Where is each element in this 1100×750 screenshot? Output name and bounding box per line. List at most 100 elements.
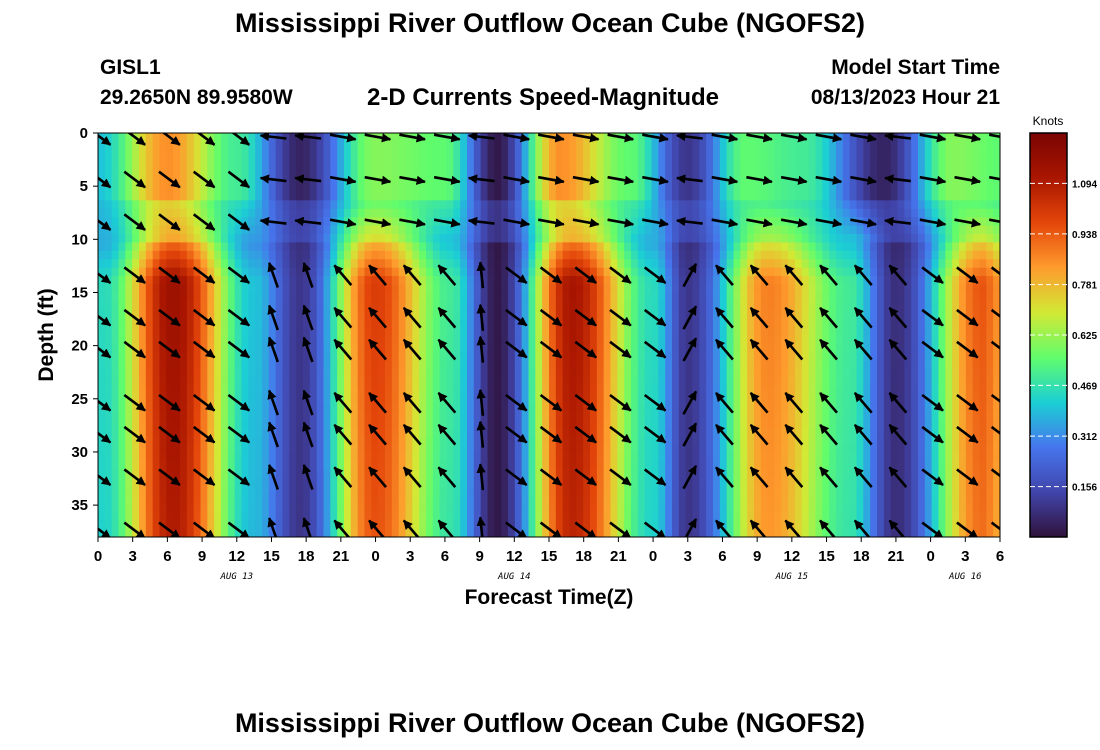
heatmap-cell: [501, 301, 509, 311]
heatmap-cell: [603, 494, 612, 504]
heatmap-cell: [398, 469, 407, 479]
heatmap-cell: [207, 503, 215, 513]
heatmap-cell: [569, 200, 577, 210]
heatmap-cell: [344, 191, 352, 201]
heatmap-cell: [419, 225, 427, 235]
heatmap-cell: [268, 444, 277, 454]
heatmap-cell: [740, 419, 748, 429]
heatmap-cell: [371, 191, 379, 201]
heatmap-cell: [644, 158, 653, 168]
heatmap-cell: [111, 520, 120, 530]
heatmap-cell: [801, 452, 810, 462]
heatmap-cell: [760, 234, 769, 244]
heatmap-cell: [405, 242, 413, 252]
heatmap-cell: [330, 318, 338, 328]
heatmap-cell: [337, 318, 345, 328]
heatmap-cell: [412, 267, 420, 277]
heatmap-cell: [248, 284, 256, 294]
heatmap-cell: [248, 511, 256, 521]
heatmap-cell: [487, 158, 495, 168]
heatmap-cell: [760, 166, 769, 176]
heatmap-cell: [323, 326, 331, 336]
heatmap-cell: [357, 284, 366, 294]
heatmap-cell: [337, 494, 345, 504]
heatmap-cell: [740, 393, 748, 403]
heatmap-cell: [378, 393, 386, 403]
heatmap-cell: [296, 360, 304, 370]
heatmap-cell: [125, 259, 133, 269]
heatmap-cell: [514, 360, 523, 370]
heatmap-cell: [296, 377, 304, 387]
heatmap-cell: [740, 276, 748, 286]
heatmap-cell: [590, 385, 598, 395]
heatmap-cell: [214, 452, 222, 462]
heatmap-cell: [316, 469, 325, 479]
heatmap-cell: [207, 343, 215, 353]
heatmap-cell: [767, 427, 776, 437]
heatmap-cell: [296, 494, 304, 504]
heatmap-cell: [282, 200, 290, 210]
heatmap-cell: [227, 494, 236, 504]
heatmap-cell: [610, 478, 618, 488]
heatmap-cell: [576, 301, 584, 311]
heatmap-cell: [514, 208, 523, 218]
heatmap-cell: [610, 133, 618, 143]
heatmap-cell: [145, 242, 154, 252]
heatmap-cell: [576, 234, 584, 244]
heatmap-cell: [569, 494, 577, 504]
heatmap-cell: [644, 528, 653, 537]
heatmap-cell: [562, 478, 571, 488]
heatmap-cell: [692, 284, 700, 294]
heatmap-cell: [262, 267, 270, 277]
heatmap-cell: [439, 385, 448, 395]
heatmap-cell: [371, 292, 379, 302]
heatmap-cell: [419, 402, 427, 412]
heatmap-cell: [152, 419, 161, 429]
heatmap-cell: [419, 234, 427, 244]
heatmap-cell: [139, 486, 147, 496]
heatmap-cell: [542, 478, 550, 488]
heatmap-cell: [118, 292, 126, 302]
heatmap-cell: [801, 351, 810, 361]
heatmap-cell: [781, 284, 789, 294]
heatmap-cell: [542, 419, 550, 429]
heatmap-cell: [535, 276, 543, 286]
heatmap-cell: [289, 183, 297, 193]
heatmap-cell: [596, 191, 605, 201]
heatmap-cell: [610, 234, 618, 244]
heatmap-cell: [795, 191, 803, 201]
heatmap-cell: [781, 452, 789, 462]
heatmap-cell: [760, 149, 769, 159]
heatmap-cell: [118, 452, 126, 462]
heatmap-cell: [152, 259, 161, 269]
heatmap-cell: [494, 292, 502, 302]
heatmap-cell: [774, 166, 782, 176]
heatmap-cell: [364, 276, 372, 286]
heatmap-cell: [508, 335, 516, 345]
heatmap-cell: [747, 368, 755, 378]
heatmap-cell: [733, 360, 741, 370]
heatmap-cell: [699, 217, 707, 227]
heatmap-cell: [473, 200, 482, 210]
heatmap-cell: [672, 149, 680, 159]
heatmap-cell: [719, 452, 728, 462]
heatmap-cell: [569, 267, 577, 277]
heatmap-cell: [788, 452, 796, 462]
heatmap-cell: [685, 377, 694, 387]
heatmap-cell: [747, 284, 755, 294]
heatmap-cell: [542, 436, 550, 446]
heatmap-cell: [713, 351, 721, 361]
heatmap-cell: [207, 326, 215, 336]
heatmap-cell: [412, 351, 420, 361]
heatmap-cell: [180, 158, 188, 168]
heatmap-cell: [152, 377, 161, 387]
heatmap-cell: [590, 301, 598, 311]
heatmap-cell: [542, 520, 550, 530]
heatmap-cell: [309, 166, 318, 176]
heatmap-cell: [726, 158, 735, 168]
heatmap-cell: [480, 309, 489, 319]
heatmap-cell: [255, 393, 263, 403]
heatmap-cell: [460, 520, 468, 530]
heatmap-cell: [391, 444, 400, 454]
heatmap-cell: [255, 267, 263, 277]
